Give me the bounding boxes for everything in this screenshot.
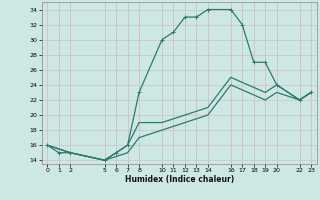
X-axis label: Humidex (Indice chaleur): Humidex (Indice chaleur) bbox=[124, 175, 234, 184]
